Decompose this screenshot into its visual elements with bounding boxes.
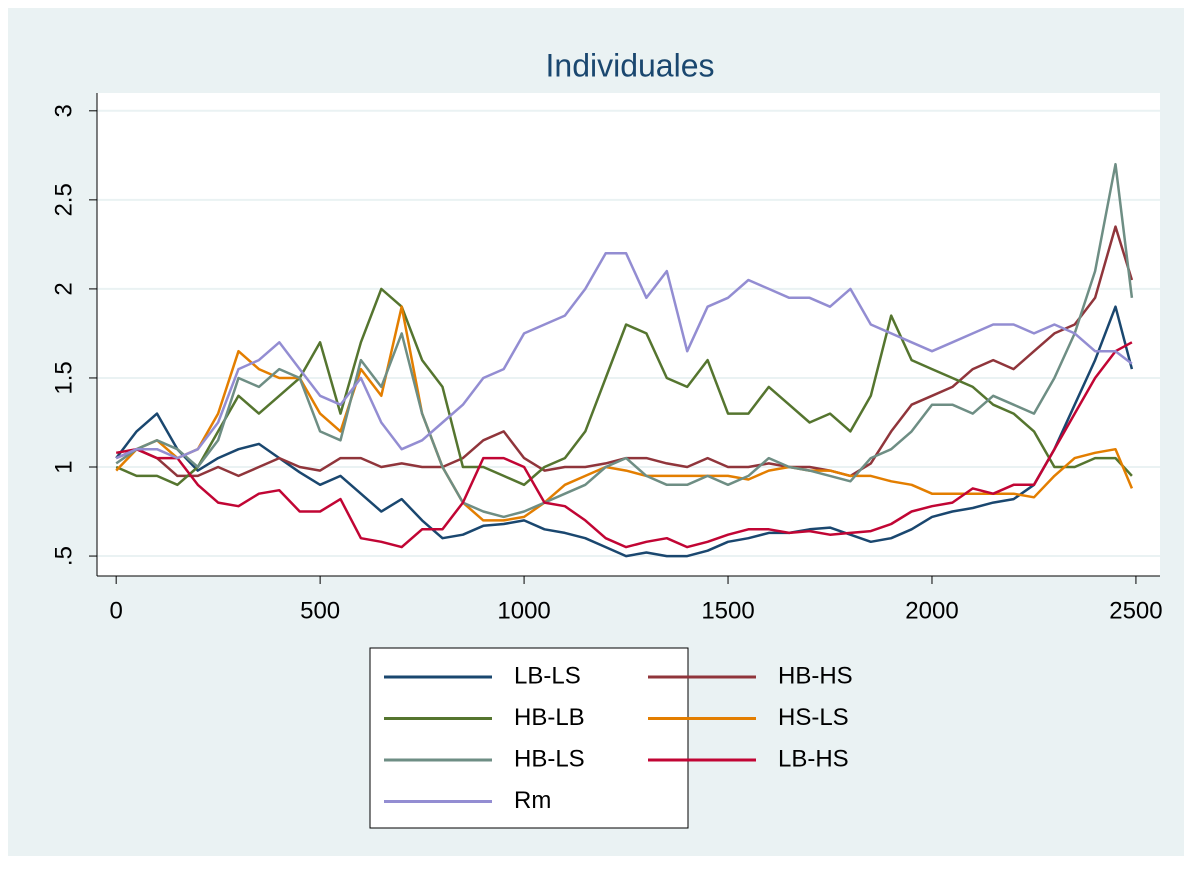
y-tick-label: 1 [50,460,77,473]
y-tick-label: .5 [50,546,77,566]
x-tick-label: 500 [300,597,340,624]
y-tick-label: 2 [50,282,77,295]
y-tick-label: 1.5 [50,361,77,394]
x-tick-label: 2000 [905,597,958,624]
series-line [115,287,1133,487]
x-tick-label: 0 [109,597,122,624]
plot-bg [97,93,1160,576]
x-tick-label: 1500 [701,597,754,624]
x-tick-label: 1000 [497,597,550,624]
series-line [115,162,1134,519]
series-line [115,341,1133,549]
x-tick-label: 2500 [1109,597,1162,624]
series-line [115,305,1134,558]
chart-title: Individuales [546,47,715,83]
legend-label: HB-LS [514,745,585,772]
legend-label: HB-LB [514,704,585,731]
series-line [115,252,1133,460]
legend-label: LB-LS [514,662,581,689]
y-tick-label: 3 [50,104,77,117]
legend-label: LB-HS [778,745,849,772]
y-tick-label: 2.5 [50,183,77,216]
legend-label: HB-HS [778,662,853,689]
legend-label: Rm [514,787,551,814]
legend-label: HS-LS [778,704,849,731]
